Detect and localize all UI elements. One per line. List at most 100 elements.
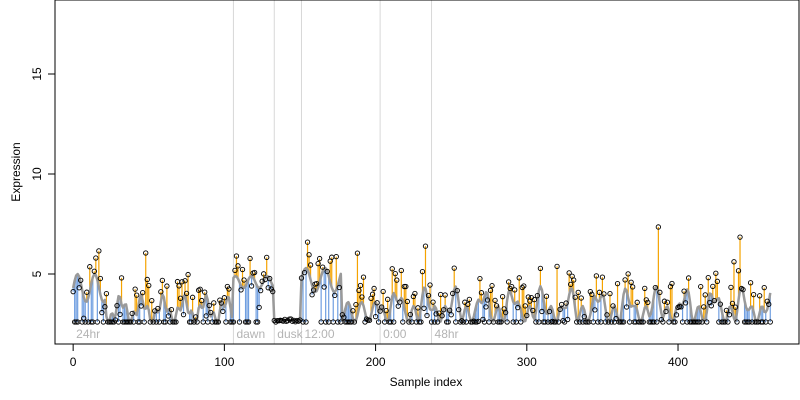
data-point bbox=[87, 264, 93, 270]
data-point bbox=[599, 274, 606, 280]
data-point bbox=[625, 271, 631, 277]
data-point bbox=[592, 307, 598, 313]
data-point bbox=[685, 275, 692, 281]
data-point bbox=[530, 307, 536, 314]
data-point bbox=[483, 304, 489, 310]
data-point bbox=[670, 319, 677, 325]
data-point bbox=[630, 284, 636, 290]
data-point bbox=[320, 264, 326, 270]
data-point bbox=[574, 319, 580, 325]
data-point bbox=[158, 289, 164, 295]
data-point bbox=[419, 269, 426, 275]
data-point bbox=[238, 287, 244, 293]
data-point bbox=[750, 292, 757, 298]
data-point bbox=[217, 297, 223, 303]
data-point bbox=[315, 260, 321, 267]
section-label: dawn bbox=[236, 327, 265, 341]
data-point bbox=[531, 296, 538, 303]
data-point bbox=[99, 309, 105, 316]
data-point bbox=[422, 243, 429, 249]
data-point bbox=[78, 277, 84, 283]
data-point bbox=[164, 283, 170, 289]
data-point bbox=[410, 293, 417, 300]
data-point bbox=[118, 275, 125, 281]
data-point bbox=[194, 319, 200, 325]
data-point bbox=[634, 299, 640, 305]
data-point bbox=[717, 301, 724, 307]
data-point bbox=[608, 319, 615, 325]
data-point bbox=[241, 277, 247, 283]
data-point bbox=[369, 291, 376, 297]
data-point bbox=[141, 319, 147, 325]
data-point bbox=[301, 270, 308, 276]
section-label: 24hr bbox=[76, 327, 100, 341]
data-point bbox=[161, 319, 167, 325]
data-point bbox=[146, 282, 152, 289]
data-point bbox=[306, 252, 312, 258]
data-point bbox=[596, 289, 603, 295]
data-point bbox=[421, 305, 427, 311]
data-point bbox=[557, 306, 563, 312]
data-point bbox=[375, 319, 382, 325]
data-point bbox=[108, 319, 114, 325]
data-point bbox=[251, 269, 258, 276]
data-point bbox=[407, 311, 414, 318]
data-point bbox=[577, 319, 583, 325]
data-point bbox=[183, 290, 190, 297]
data-point bbox=[236, 319, 243, 325]
data-point bbox=[595, 319, 601, 325]
data-point bbox=[568, 281, 574, 288]
y-tick-label: 15 bbox=[30, 67, 44, 81]
data-point bbox=[313, 280, 320, 287]
data-point bbox=[572, 294, 578, 300]
data-point bbox=[519, 284, 525, 291]
data-point bbox=[316, 255, 323, 262]
data-point bbox=[233, 253, 240, 259]
data-point bbox=[581, 314, 587, 320]
data-point bbox=[722, 319, 728, 325]
data-point bbox=[159, 277, 166, 284]
data-point bbox=[309, 292, 315, 298]
data-point bbox=[663, 308, 669, 315]
data-point bbox=[450, 290, 456, 297]
data-point bbox=[495, 319, 501, 325]
data-point bbox=[746, 319, 752, 325]
data-point bbox=[155, 305, 161, 312]
data-point bbox=[524, 312, 530, 319]
data-point bbox=[454, 288, 460, 294]
data-point bbox=[623, 304, 630, 310]
data-point bbox=[682, 300, 689, 306]
data-point bbox=[208, 309, 214, 316]
data-point bbox=[374, 300, 380, 306]
data-point bbox=[191, 319, 197, 325]
data-point bbox=[729, 300, 736, 307]
data-point bbox=[661, 298, 668, 304]
data-point bbox=[177, 295, 184, 301]
data-point bbox=[206, 302, 212, 309]
data-point bbox=[457, 319, 463, 325]
data-point bbox=[202, 289, 208, 295]
data-point bbox=[442, 292, 448, 298]
data-point bbox=[480, 316, 486, 323]
data-point bbox=[307, 262, 314, 268]
data-point bbox=[752, 319, 758, 325]
data-point bbox=[72, 319, 78, 325]
data-point bbox=[664, 299, 671, 305]
data-point bbox=[472, 319, 479, 325]
x-axis-label: Sample index bbox=[390, 375, 463, 389]
data-point bbox=[135, 319, 141, 325]
section-label: 48hr bbox=[435, 327, 459, 341]
data-point bbox=[583, 319, 589, 325]
data-point bbox=[448, 312, 454, 318]
data-point bbox=[604, 312, 610, 318]
data-point bbox=[197, 286, 203, 292]
data-point bbox=[639, 319, 645, 325]
data-point bbox=[640, 319, 646, 325]
data-point bbox=[669, 280, 675, 287]
data-point bbox=[245, 319, 252, 325]
data-point bbox=[651, 319, 657, 325]
data-point bbox=[743, 319, 749, 325]
data-point bbox=[533, 319, 539, 325]
data-point bbox=[489, 283, 495, 289]
data-point bbox=[389, 266, 395, 272]
